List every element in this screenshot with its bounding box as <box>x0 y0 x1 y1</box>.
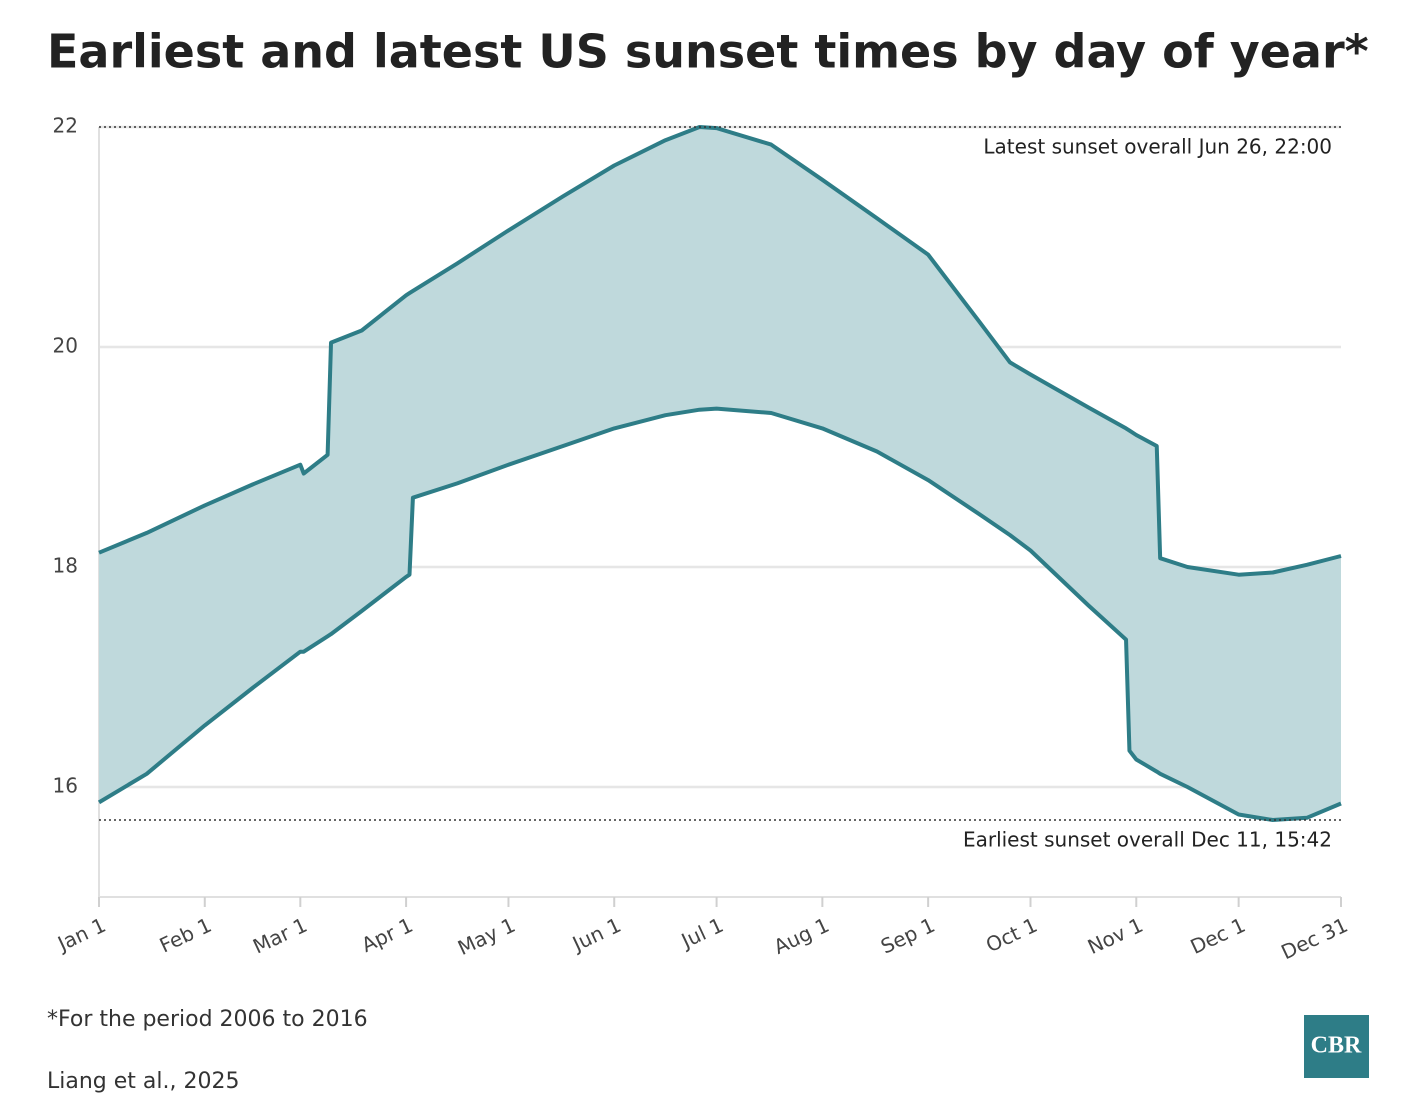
logo: CBR <box>1311 1033 1362 1059</box>
y-tick-label: 16 <box>53 774 78 798</box>
line <box>97 406 1342 822</box>
y-tick-label: 20 <box>53 334 78 358</box>
chart-title: Earliest and latest US sunset times by d… <box>47 25 1369 79</box>
x-tick-label: Feb 1 <box>156 913 216 958</box>
x-tick-label: Jul 1 <box>676 913 727 954</box>
x-tick-label: Oct 1 <box>982 913 1041 957</box>
x-tick-label: Mar 1 <box>249 913 311 959</box>
footnote: *For the period 2006 to 2016 <box>47 1007 368 1032</box>
x-tick-label: May 1 <box>454 913 519 960</box>
source: Liang et al., 2025 <box>47 1069 239 1094</box>
x-tick-label: Jun 1 <box>567 913 625 957</box>
logo-box <box>1304 1015 1369 1078</box>
annotation: Latest sunset overall Jun 26, 22:00 <box>983 135 1332 159</box>
annotation: Earliest sunset overall Dec 11, 15:42 <box>963 828 1332 852</box>
band <box>99 127 1341 820</box>
x-tick-label: Dec 1 <box>1187 913 1250 959</box>
x-tick-label: Aug 1 <box>770 913 833 959</box>
x-tick-label: Dec 31 <box>1277 913 1351 965</box>
x-tick-label: Nov 1 <box>1084 913 1147 959</box>
x-tick-label: Sep 1 <box>877 913 939 959</box>
y-tick-label: 18 <box>53 554 78 578</box>
y-tick-label: 22 <box>53 114 78 138</box>
x-tick-label: Apr 1 <box>358 913 417 957</box>
x-tick-label: Jan 1 <box>52 913 109 957</box>
line <box>98 125 1342 577</box>
